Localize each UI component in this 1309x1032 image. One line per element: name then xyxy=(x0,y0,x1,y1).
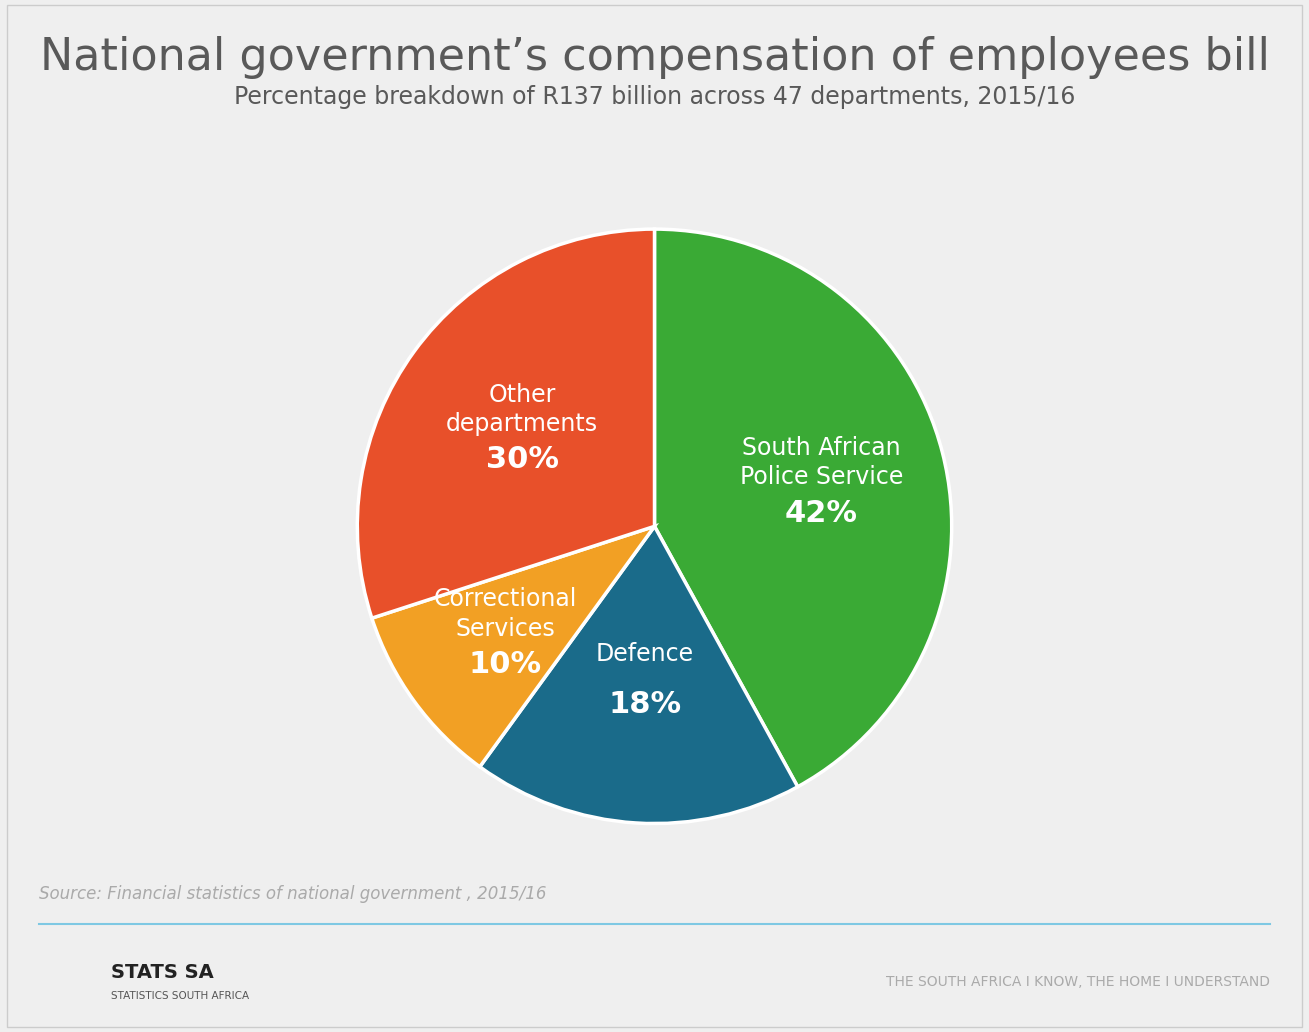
Wedge shape xyxy=(372,526,654,767)
Text: Source: Financial statistics of national government , 2015/16: Source: Financial statistics of national… xyxy=(39,885,547,903)
Wedge shape xyxy=(480,526,797,824)
Text: THE SOUTH AFRICA I KNOW, THE HOME I UNDERSTAND: THE SOUTH AFRICA I KNOW, THE HOME I UNDE… xyxy=(886,975,1270,990)
Wedge shape xyxy=(654,229,952,786)
Text: Percentage breakdown of R137 billion across 47 departments, 2015/16: Percentage breakdown of R137 billion acr… xyxy=(234,85,1075,108)
Text: 10%: 10% xyxy=(469,650,542,679)
Text: Defence: Defence xyxy=(596,642,694,666)
Text: 30%: 30% xyxy=(486,446,559,475)
Text: South African
Police Service: South African Police Service xyxy=(740,436,903,489)
Text: 18%: 18% xyxy=(609,689,682,719)
Text: Correctional
Services: Correctional Services xyxy=(433,587,577,641)
Wedge shape xyxy=(357,229,654,618)
Text: STATS SA: STATS SA xyxy=(111,963,213,981)
Text: National government’s compensation of employees bill: National government’s compensation of em… xyxy=(39,36,1270,79)
Text: Other
departments: Other departments xyxy=(446,383,598,437)
Text: 42%: 42% xyxy=(785,498,857,527)
Text: STATISTICS SOUTH AFRICA: STATISTICS SOUTH AFRICA xyxy=(111,991,250,1001)
